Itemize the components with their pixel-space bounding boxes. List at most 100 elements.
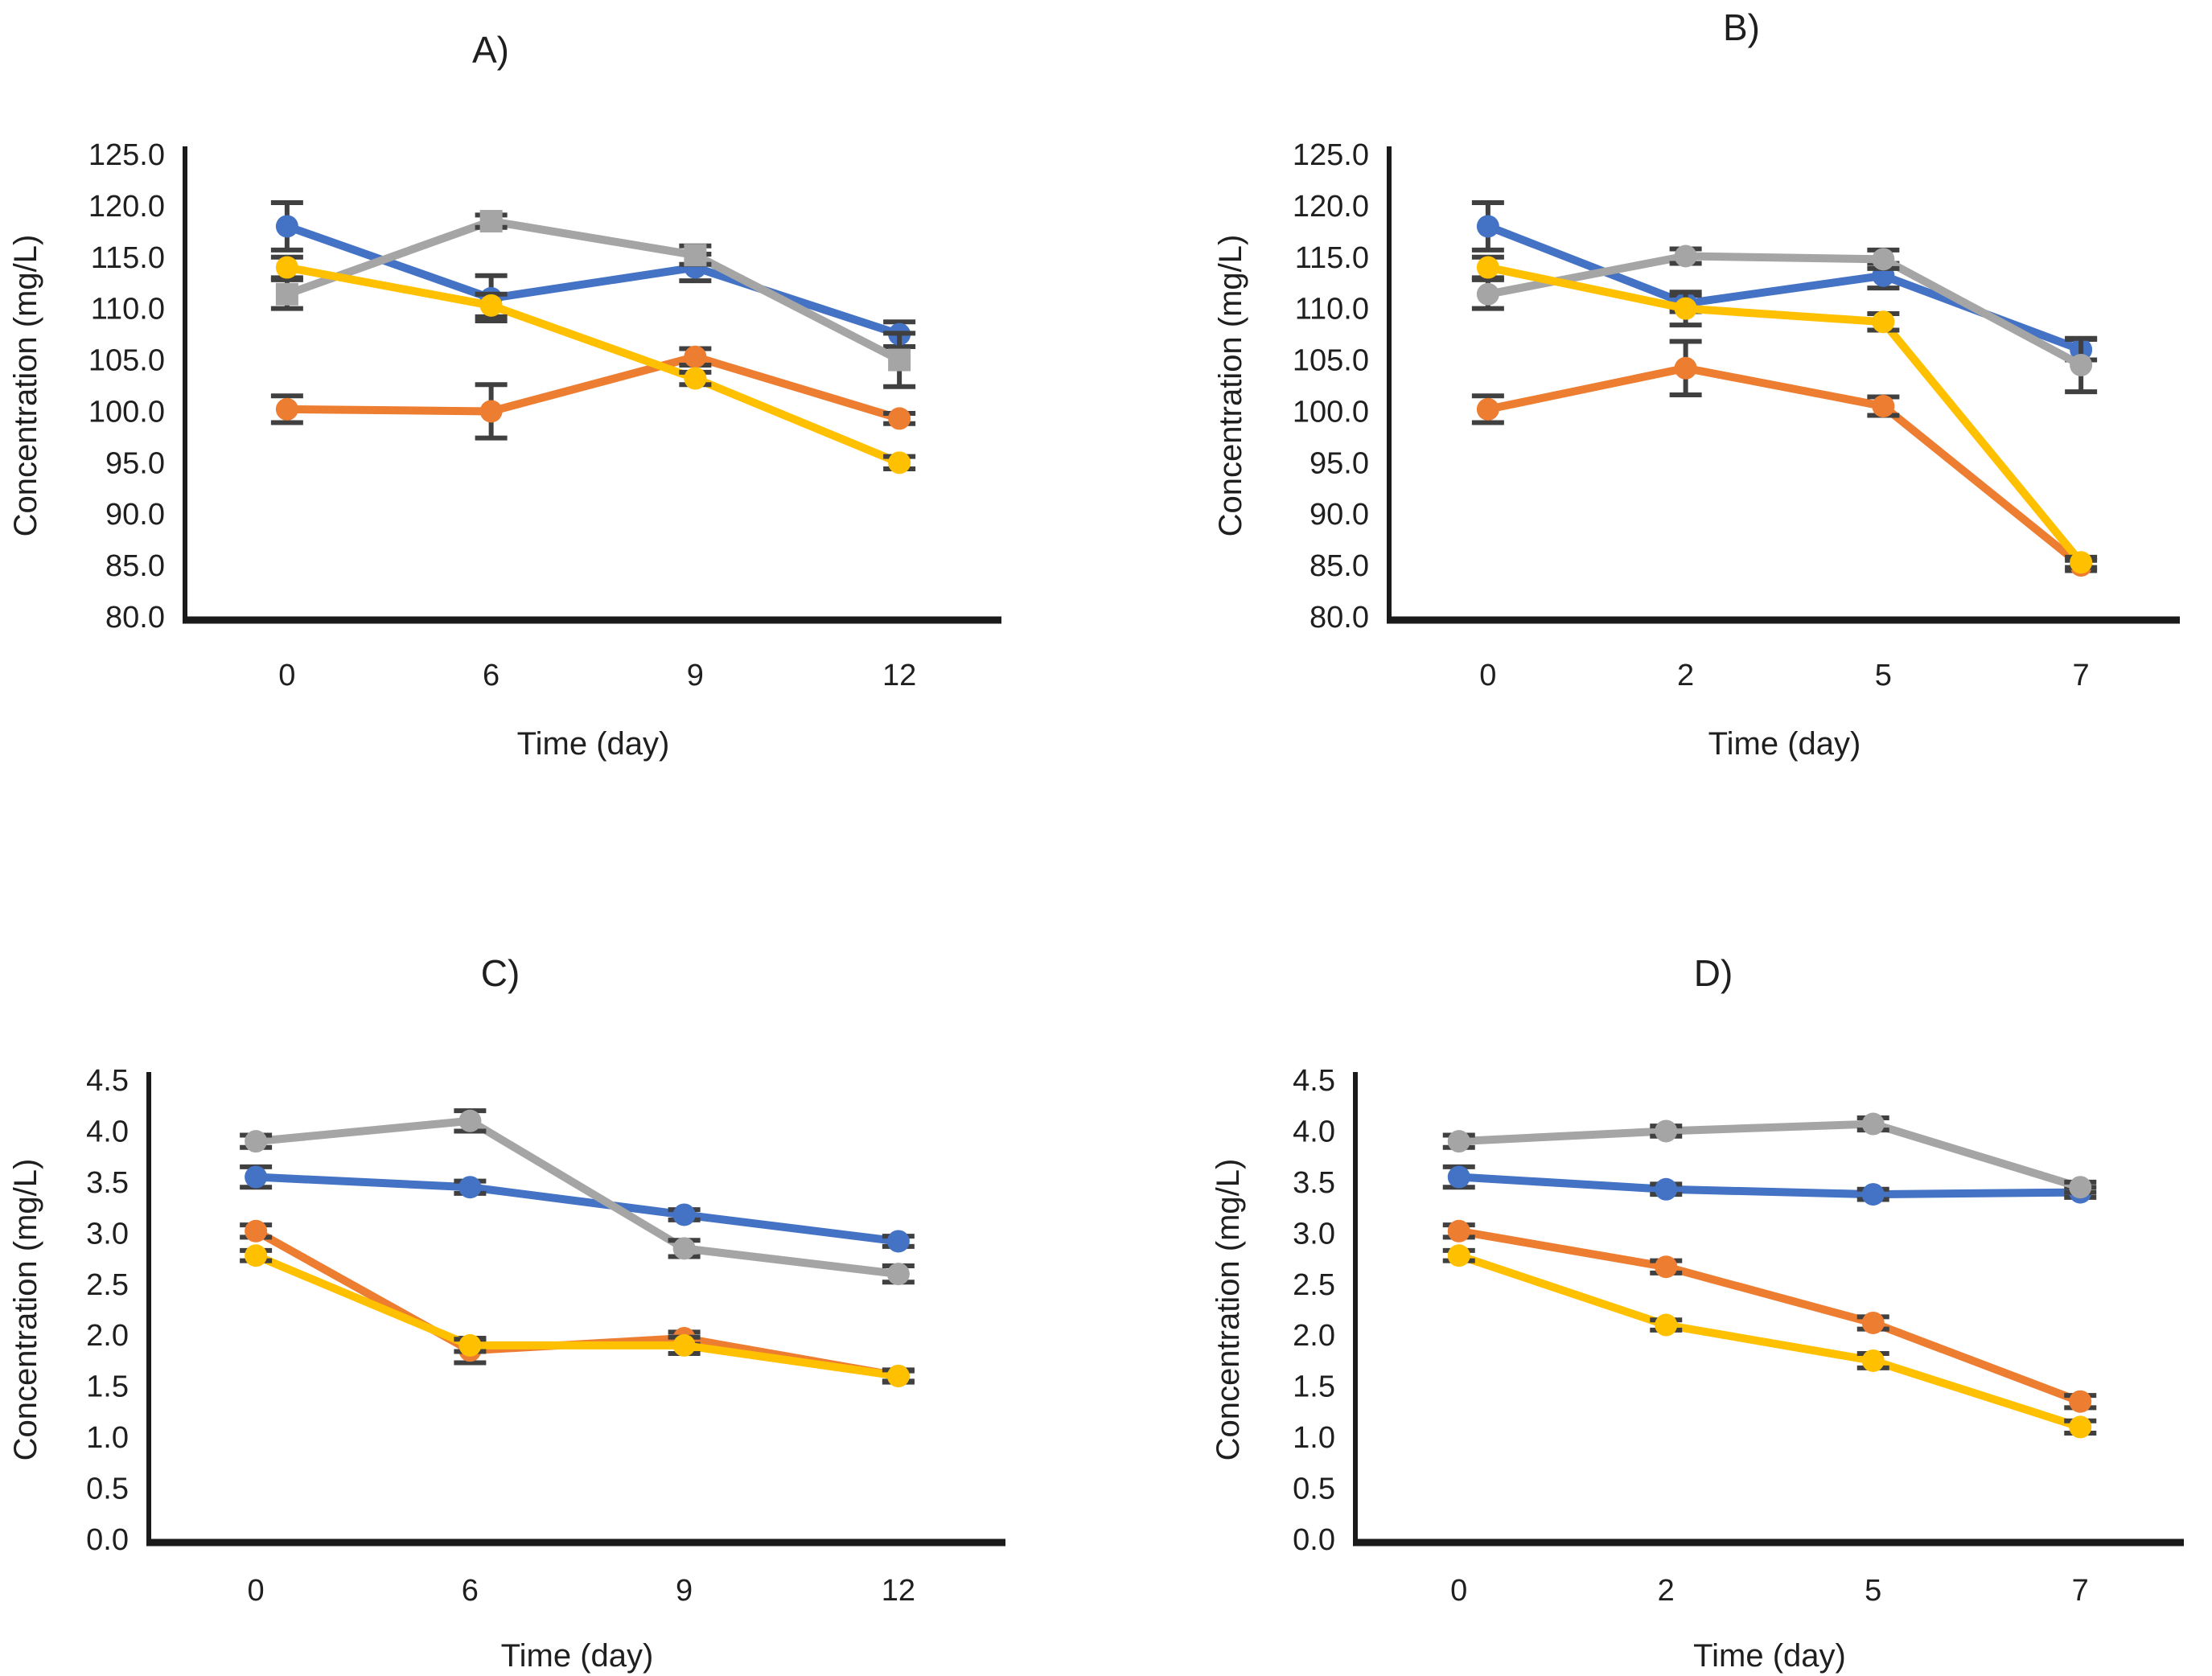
y-tick-label: 2.5 xyxy=(1293,1268,1335,1302)
y-tick-label: 3.5 xyxy=(1293,1166,1335,1200)
x-tick-label: 7 xyxy=(2072,1574,2089,1608)
chart-panel-c: C) 0.0 0.5 1.0 1.5 2.0 2.5 3.0 3.5 4.0 4.5 0 6 9 12 Tim… xyxy=(8,952,1005,1674)
data-point-gray xyxy=(672,1237,696,1260)
y-tick-label: 110.0 xyxy=(91,293,165,327)
data-point-yellow xyxy=(1476,256,1499,279)
data-point-yellow xyxy=(1674,297,1697,320)
data-point-yellow xyxy=(2070,551,2093,574)
chart-title: A) xyxy=(472,29,509,71)
y-tick-label: 115.0 xyxy=(91,241,165,275)
y-tick-label: 0.5 xyxy=(1293,1473,1335,1506)
y-tick-label: 4.0 xyxy=(1293,1115,1335,1148)
x-tick-label: 0 xyxy=(1479,659,1496,692)
series-line-blue xyxy=(252,1173,902,1246)
y-tick-label: 0.5 xyxy=(86,1473,129,1506)
data-point-gray xyxy=(1872,248,1895,271)
y-tick-label: 2.5 xyxy=(86,1268,129,1302)
y-tick-label: 85.0 xyxy=(105,549,165,583)
data-point-orange xyxy=(1655,1255,1678,1279)
x-tick-label: 5 xyxy=(1865,1574,1881,1608)
y-axis-title: Concentration (mg/L) xyxy=(8,1159,43,1461)
y-tick-label: 100.0 xyxy=(88,395,165,429)
series-line-gray xyxy=(282,217,904,364)
data-point-gray xyxy=(684,244,707,267)
chart-title: C) xyxy=(481,952,520,994)
x-tick-label: 7 xyxy=(2073,659,2090,692)
data-point-yellow xyxy=(245,1244,268,1267)
chart-title: D) xyxy=(1694,952,1733,994)
y-tick-label: 125.0 xyxy=(1293,138,1369,172)
data-point-yellow xyxy=(275,256,298,279)
x-tick-label: 2 xyxy=(1677,659,1694,692)
data-point-gray xyxy=(888,348,911,372)
series-line-orange xyxy=(1483,364,2086,570)
y-tick-label: 95.0 xyxy=(105,446,165,480)
chart-panel-d: D) 0.0 0.5 1.0 1.5 2.0 2.5 3.0 3.5 4.0 4.5 0 2 5 7 Time… xyxy=(1211,952,2184,1674)
y-tick-label: 95.0 xyxy=(1310,446,1369,480)
y-tick-label: 4.5 xyxy=(1293,1064,1335,1098)
data-point-blue xyxy=(275,215,298,238)
data-point-yellow xyxy=(672,1333,696,1357)
data-point-blue xyxy=(886,1230,910,1253)
data-point-orange xyxy=(1861,1311,1885,1334)
y-axis-title: Concentration (mg/L) xyxy=(1211,1159,1246,1461)
data-point-orange xyxy=(684,345,707,368)
panel-b: B) 80.0 85.0 90.0 95.0 100.0 105.0 110.0 115.0 12… xyxy=(1106,0,2212,838)
y-tick-label: 85.0 xyxy=(1310,549,1369,583)
y-tick-label: 1.5 xyxy=(1293,1370,1335,1404)
data-point-orange xyxy=(1476,397,1499,421)
series-line-orange xyxy=(252,1226,902,1380)
y-tick-label: 3.0 xyxy=(1293,1217,1335,1251)
data-point-orange xyxy=(1674,356,1697,380)
x-tick-label: 12 xyxy=(882,659,916,692)
y-tick-label: 1.0 xyxy=(86,1421,129,1455)
data-point-gray xyxy=(479,210,503,233)
data-point-yellow xyxy=(1447,1244,1470,1267)
series-line-yellow xyxy=(1454,1251,2085,1432)
series-line-yellow xyxy=(282,263,904,467)
data-point-gray xyxy=(886,1263,910,1286)
y-tick-label: 2.0 xyxy=(1293,1319,1335,1353)
x-axis-title: Time (day) xyxy=(517,726,670,762)
data-point-orange xyxy=(275,397,298,421)
y-tick-label: 120.0 xyxy=(88,190,165,224)
data-point-blue xyxy=(1655,1177,1678,1201)
data-point-orange xyxy=(888,407,911,430)
data-point-yellow xyxy=(886,1364,910,1387)
y-tick-label: 105.0 xyxy=(88,344,165,378)
y-tick-label: 4.5 xyxy=(86,1064,129,1098)
data-point-gray xyxy=(1447,1130,1470,1153)
data-point-gray xyxy=(1655,1119,1678,1143)
series-line-orange xyxy=(1454,1226,2085,1406)
data-point-gray xyxy=(2069,1176,2092,1199)
series-line-yellow xyxy=(252,1251,902,1380)
data-point-orange xyxy=(2069,1390,2092,1413)
data-point-orange xyxy=(245,1219,268,1243)
y-tick-label: 100.0 xyxy=(1293,395,1369,429)
y-tick-label: 105.0 xyxy=(1293,344,1369,378)
x-tick-label: 5 xyxy=(1875,659,1892,692)
data-point-orange xyxy=(479,400,503,423)
y-tick-label: 4.0 xyxy=(86,1115,129,1148)
x-axis-title: Time (day) xyxy=(1708,726,1861,762)
data-point-yellow xyxy=(479,294,503,317)
series-line-gray xyxy=(1454,1119,2085,1192)
panel-d: D) 0.0 0.5 1.0 1.5 2.0 2.5 3.0 3.5 4.0 4.5 0 2 5 7 Time… xyxy=(1106,838,2212,1676)
data-point-orange xyxy=(1447,1219,1470,1243)
y-tick-label: 115.0 xyxy=(1295,241,1369,275)
y-tick-label: 3.5 xyxy=(86,1166,129,1200)
data-point-yellow xyxy=(1861,1349,1885,1372)
y-tick-label: 0.0 xyxy=(86,1523,129,1557)
x-tick-label: 0 xyxy=(278,659,295,692)
chart-panel-a: A) 80.0 85.0 90.0 95.0 100.0 105.0 110.0 115.0 12… xyxy=(8,29,1001,762)
x-tick-label: 9 xyxy=(687,659,704,692)
data-point-gray xyxy=(1476,282,1499,306)
data-point-gray xyxy=(458,1109,482,1132)
data-point-gray xyxy=(245,1130,268,1153)
data-point-blue xyxy=(1861,1183,1885,1206)
data-point-gray xyxy=(1861,1112,1885,1136)
x-tick-label: 6 xyxy=(462,1574,479,1608)
data-point-gray xyxy=(275,282,298,306)
data-point-yellow xyxy=(684,367,707,390)
